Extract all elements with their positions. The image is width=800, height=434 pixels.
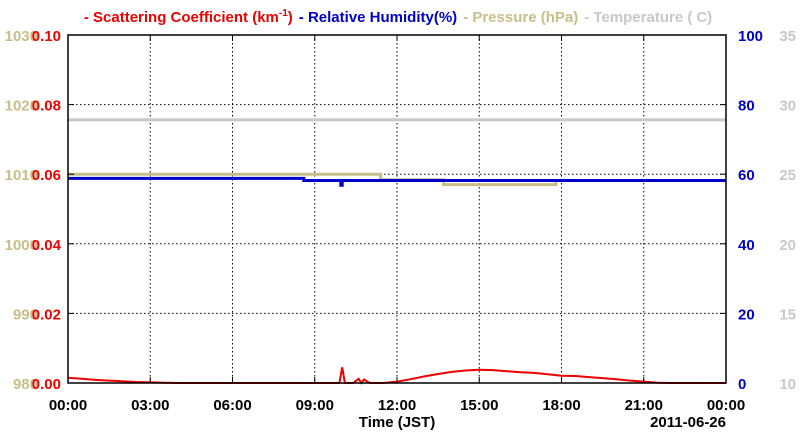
- scattering-tick-label: 0.02: [32, 306, 61, 323]
- legend-suffix: C): [696, 9, 712, 26]
- humidity-tick-label: 60: [738, 167, 755, 184]
- temperature-tick-label: 20: [779, 237, 796, 254]
- humidity-tick-label: 40: [738, 237, 755, 254]
- x-tick-label: 06:00: [213, 397, 251, 414]
- pressure-tick-label: 1020: [5, 98, 38, 115]
- date-label: 2011-06-26: [650, 414, 726, 431]
- legend-marker: -: [84, 9, 93, 26]
- x-ticks: 00:00 03:00 06:00 09:00 12:00 15:00 18:00 21:00…: [49, 35, 745, 414]
- x-tick-label: 00:00: [49, 397, 87, 414]
- scattering-tick-label: 0.04: [32, 237, 62, 254]
- series-layer: [67, 118, 726, 385]
- x-tick-label: 00:00: [707, 397, 745, 414]
- legend-marker: -: [299, 9, 308, 26]
- humidity-tick-label: 20: [738, 306, 755, 323]
- x-tick-label: 18:00: [542, 397, 580, 414]
- pressure-tick-label: 990: [13, 306, 38, 323]
- legend-suffix: ): [288, 9, 293, 26]
- legend-entry: Temperature (: [593, 9, 692, 26]
- series-line-humidity: [68, 176, 726, 187]
- x-tick-label: 15:00: [460, 397, 498, 414]
- legend-superscript: -1: [279, 8, 288, 19]
- scattering-tick-label: 0.00: [32, 376, 61, 393]
- humidity-tick-label: 80: [738, 98, 755, 115]
- x-tick-label: 03:00: [131, 397, 169, 414]
- temperature-axis: 35 30 25 20 15 10: [779, 28, 796, 393]
- x-tick-label: 21:00: [625, 397, 663, 414]
- humidity-tick-label: 100: [738, 28, 763, 45]
- pressure-axis: 1030 1020 1010 1000 990 980: [5, 28, 38, 393]
- scattering-tick-label: 0.08: [32, 98, 61, 115]
- scattering-axis: 0.10 0.08 0.06 0.04 0.02 0.00: [32, 28, 74, 393]
- x-axis-label: Time (JST): [359, 414, 435, 431]
- legend-entry: Relative Humidity(%): [308, 9, 457, 26]
- temperature-tick-label: 25: [779, 167, 796, 184]
- legend-entry: Pressure (hPa): [472, 9, 578, 26]
- pressure-tick-label: 980: [13, 376, 38, 393]
- legend-marker: -: [463, 9, 472, 26]
- scattering-tick-label: 0.06: [32, 167, 61, 184]
- grid: [68, 35, 726, 383]
- x-tick-label: 09:00: [296, 397, 334, 414]
- pressure-tick-label: 1010: [5, 167, 38, 184]
- legend-marker: -: [584, 9, 593, 26]
- x-tick-label: 12:00: [378, 397, 416, 414]
- humidity-tick-label: 0: [738, 376, 746, 393]
- temperature-tick-label: 35: [779, 28, 796, 45]
- temperature-tick-label: 10: [779, 376, 796, 393]
- legend-entry: Scattering Coefficient (km: [93, 9, 279, 26]
- scattering-tick-label: 0.10: [32, 28, 61, 45]
- pressure-tick-label: 1000: [5, 237, 38, 254]
- temperature-tick-label: 15: [779, 306, 796, 323]
- legend: - Scattering Coefficient (km-1) - Relativ…: [84, 8, 712, 26]
- humidity-axis: 100 80 60 40 20 0: [720, 28, 763, 393]
- temperature-tick-label: 30: [779, 98, 796, 115]
- pressure-tick-label: 1030: [5, 28, 38, 45]
